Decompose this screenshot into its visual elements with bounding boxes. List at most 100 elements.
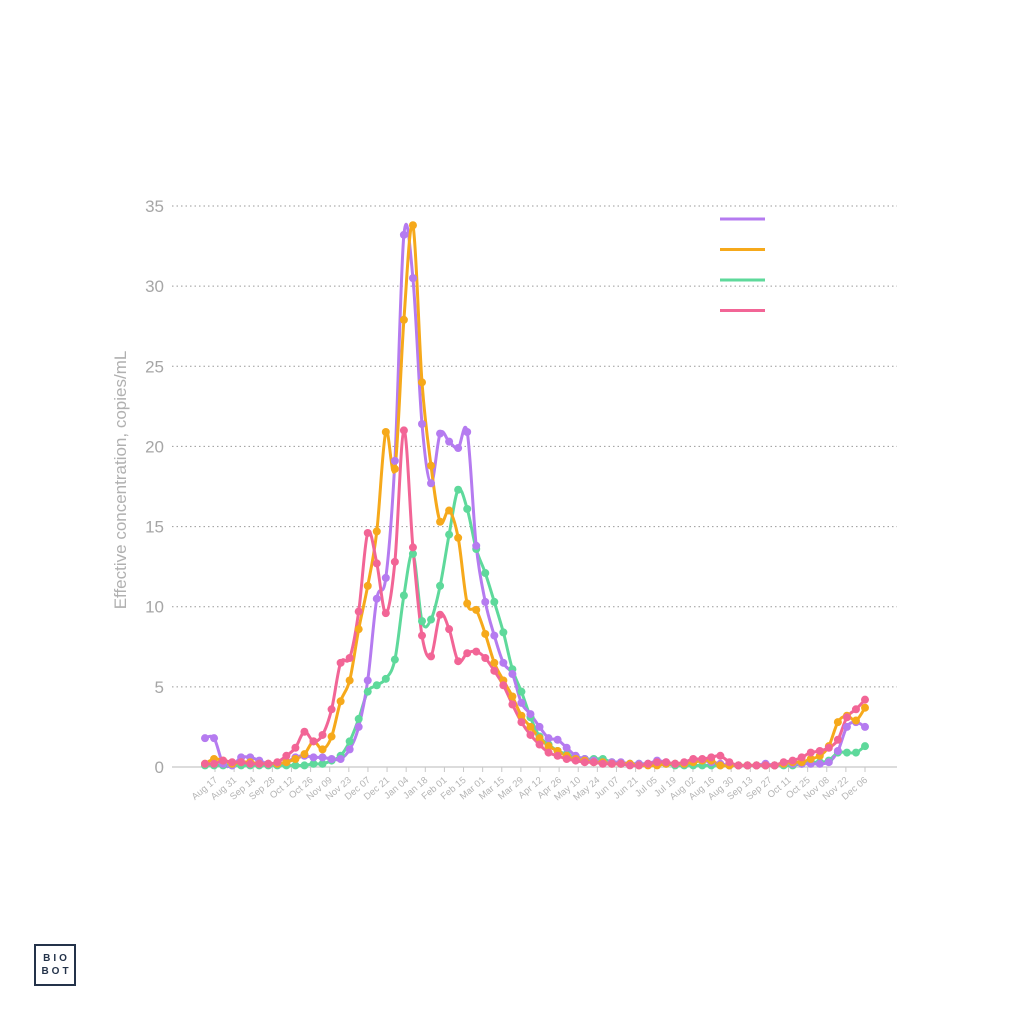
data-point	[300, 750, 309, 759]
data-point	[553, 751, 562, 760]
data-point	[454, 485, 463, 494]
data-point	[490, 658, 499, 667]
data-point	[309, 759, 318, 768]
data-point	[363, 528, 372, 537]
data-point	[815, 759, 824, 768]
data-point	[381, 609, 390, 618]
data-point	[282, 751, 291, 760]
series-lines	[203, 222, 867, 769]
data-point	[399, 230, 408, 239]
data-point	[499, 681, 508, 690]
data-point	[508, 700, 517, 709]
data-point	[797, 753, 806, 762]
y-tick-label: 20	[145, 437, 164, 456]
data-point	[851, 705, 860, 714]
data-point	[526, 710, 535, 719]
data-point	[291, 754, 300, 763]
data-point	[833, 718, 842, 727]
data-point	[535, 722, 544, 731]
data-point	[463, 428, 472, 437]
data-point	[851, 748, 860, 757]
data-point	[517, 711, 526, 720]
data-point	[372, 681, 381, 690]
data-point	[445, 506, 454, 515]
data-point	[562, 754, 571, 763]
data-point	[707, 753, 716, 762]
data-point	[318, 753, 327, 762]
data-point	[490, 597, 499, 606]
data-point	[842, 722, 851, 731]
data-point	[833, 735, 842, 744]
data-point	[625, 761, 634, 770]
data-point	[399, 591, 408, 600]
data-point	[815, 746, 824, 755]
data-point	[463, 504, 472, 513]
data-point	[210, 734, 219, 743]
data-point	[580, 758, 589, 767]
data-point	[653, 758, 662, 767]
data-point	[806, 748, 815, 757]
data-point	[363, 687, 372, 696]
data-point	[481, 597, 490, 606]
data-point	[201, 734, 209, 743]
data-point	[526, 730, 535, 739]
data-point	[291, 743, 300, 752]
logo-line-2: BOT	[41, 966, 72, 977]
data-point	[598, 759, 607, 768]
data-point	[427, 461, 436, 470]
data-point	[381, 428, 390, 437]
data-point	[752, 761, 761, 770]
data-point	[390, 655, 399, 664]
data-point	[381, 573, 390, 582]
data-point	[345, 676, 354, 685]
data-point	[300, 761, 309, 770]
data-point	[345, 654, 354, 663]
data-point	[851, 716, 860, 725]
data-point	[246, 759, 255, 768]
data-point	[607, 759, 616, 768]
data-point	[490, 631, 499, 640]
data-point	[454, 657, 463, 666]
data-point	[571, 756, 580, 765]
data-point	[671, 759, 680, 768]
data-point	[354, 722, 363, 731]
data-point	[300, 727, 309, 736]
data-point	[589, 758, 598, 767]
data-point	[445, 437, 454, 446]
data-point	[427, 652, 436, 661]
data-point	[562, 743, 571, 752]
biobot-logo: BIO BOT	[34, 944, 76, 986]
series-line	[203, 222, 867, 769]
data-point	[363, 581, 372, 590]
data-point	[490, 666, 499, 675]
data-point	[616, 759, 625, 768]
y-axis-label: Effective concentration, copies/mL	[111, 351, 130, 610]
data-point	[399, 426, 408, 435]
data-point	[517, 698, 526, 707]
data-point	[662, 758, 671, 767]
data-point	[354, 714, 363, 723]
data-point	[517, 687, 526, 696]
data-point	[779, 758, 788, 767]
data-point	[381, 674, 390, 683]
data-point	[436, 610, 445, 619]
data-point	[282, 758, 291, 767]
data-point	[399, 315, 408, 324]
data-point	[408, 543, 417, 552]
data-point	[291, 761, 300, 770]
data-point	[716, 751, 725, 760]
series-line	[203, 487, 867, 768]
data-point	[436, 517, 445, 526]
data-point	[417, 419, 426, 428]
data-point	[689, 754, 698, 763]
series-line	[203, 222, 867, 768]
data-point	[861, 742, 869, 751]
data-point	[698, 754, 707, 763]
data-point	[264, 759, 273, 768]
data-point	[481, 569, 490, 578]
data-point	[743, 761, 752, 770]
y-tick-label: 5	[155, 678, 164, 697]
logo-line-1: BIO	[43, 953, 70, 964]
data-point	[210, 759, 219, 768]
